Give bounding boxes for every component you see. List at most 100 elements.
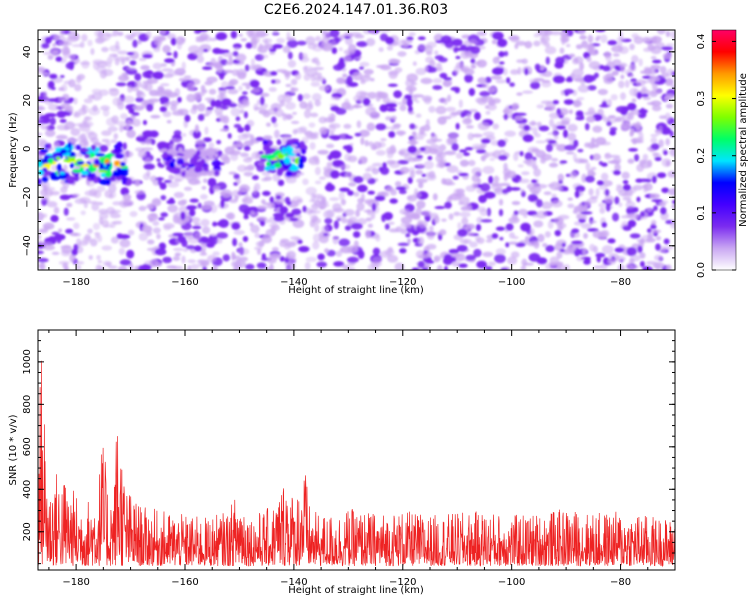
spectrogram-cell	[178, 205, 189, 214]
spectrogram-cell	[606, 258, 617, 265]
spectrogram-cell	[190, 216, 201, 224]
spectrogram-cell	[650, 137, 658, 144]
spectrogram-cell	[115, 82, 127, 87]
spectrogram-cell	[347, 190, 354, 196]
spectrogram-cell	[371, 162, 383, 167]
spectrogram-cell	[499, 182, 511, 187]
spectrogram-cell	[389, 144, 396, 154]
spectrogram-cell	[304, 131, 314, 138]
spectrogram-cell	[597, 88, 608, 96]
spectrogram-cell	[464, 202, 472, 210]
spectrogram-cell	[296, 40, 307, 46]
spectrogram-cell	[53, 35, 60, 39]
spectrogram-cell	[517, 67, 522, 75]
spectrogram-cell	[478, 194, 487, 204]
spectrogram-cell	[105, 117, 118, 127]
spectrogram-cell	[310, 112, 319, 118]
spectrogram-cell	[407, 176, 413, 184]
spectrogram-cell	[426, 173, 437, 181]
spectrogram-cell	[479, 183, 491, 192]
spectrogram-cell	[38, 212, 45, 221]
spectrogram-cell	[193, 222, 201, 226]
spectrogram-cell	[643, 182, 653, 191]
spectrogram-cell	[285, 212, 295, 218]
spectrogram-cell	[491, 67, 504, 75]
spectrogram-cell	[216, 139, 222, 145]
spectrogram-hotspot	[181, 171, 186, 177]
spectrogram-cell	[54, 233, 66, 241]
spectrogram-cell	[137, 265, 144, 270]
x-tick-label: −120	[389, 277, 416, 288]
spectrogram-hotspot	[48, 157, 54, 165]
spectrogram-cell	[523, 124, 531, 131]
spectrogram-cell	[428, 105, 436, 113]
spectrogram-cell	[136, 90, 142, 98]
spectrogram-cell	[242, 97, 249, 106]
y-tick-label: −20	[22, 187, 33, 208]
spectrogram-cell	[481, 81, 489, 89]
spectrogram-cell	[629, 254, 641, 262]
spectrogram-cell	[544, 231, 551, 238]
spectrogram-cell	[243, 157, 253, 163]
spectrogram-cell	[71, 248, 78, 256]
spectrogram-cell	[101, 130, 112, 136]
spectrogram-cell	[575, 44, 583, 50]
spectrogram-cell	[230, 152, 239, 161]
spectrogram-cell	[343, 123, 352, 129]
spectrogram-cell	[643, 66, 651, 71]
spectrogram-cell	[156, 233, 161, 240]
spectrogram-cell	[66, 36, 79, 43]
spectrogram-cell	[321, 30, 327, 35]
snr-y-label: SNR (10 * v/v)	[8, 414, 19, 485]
spectrogram-cell	[656, 172, 667, 179]
spectrogram-cell	[412, 61, 417, 66]
spectrogram-cell	[493, 175, 500, 183]
spectrogram-cell	[107, 126, 118, 132]
spectrogram-cell	[529, 78, 538, 84]
spectrogram-cell	[642, 153, 649, 161]
spectrogram-cell	[245, 263, 255, 270]
spectrogram-cell	[595, 136, 607, 146]
spectrogram-cell	[370, 106, 376, 111]
spectrogram-cell	[446, 165, 459, 173]
spectrogram-cell	[486, 103, 497, 111]
spectrogram-cell	[276, 37, 286, 44]
spectrogram-cell	[406, 36, 414, 41]
spectrogram-cell	[564, 31, 569, 36]
spectrogram-cell	[498, 209, 504, 217]
spectrogram-cell	[535, 140, 547, 144]
spectrogram-cell	[163, 222, 175, 229]
spectrogram-cell	[303, 65, 308, 75]
spectrogram-cell	[79, 41, 85, 48]
spectrogram-cell	[118, 265, 128, 270]
spectrogram-cell	[605, 54, 612, 62]
spectrogram-hotspot	[38, 178, 42, 186]
x-tick-label: −140	[280, 277, 307, 288]
spectrogram-cell	[225, 86, 236, 90]
spectrogram-cell	[92, 222, 101, 231]
spectrogram-cell	[564, 144, 577, 151]
spectrogram-cell	[574, 190, 580, 199]
spectrogram-cell	[627, 219, 637, 228]
spectrogram-cell	[252, 186, 257, 195]
spectrogram-cell	[285, 83, 292, 88]
spectrogram-cell	[637, 245, 643, 253]
spectrogram-cell	[94, 234, 100, 239]
spectrogram-cell	[238, 85, 243, 92]
spectrogram-cell	[96, 185, 106, 192]
spectrogram-cell	[98, 89, 109, 97]
spectrogram-cell	[110, 139, 118, 144]
spectrogram-cell	[584, 175, 595, 183]
spectrogram-cell	[348, 182, 357, 187]
spectrogram-cell	[579, 62, 585, 71]
spectrogram-cell	[112, 30, 119, 37]
spectrogram-cell	[269, 51, 276, 55]
spectrogram-cell	[47, 103, 60, 111]
spectrogram-cell	[672, 199, 675, 205]
spectrogram-cell	[480, 219, 493, 223]
spectrogram-cell	[549, 112, 560, 119]
spectrogram-cell	[232, 238, 238, 247]
spectrogram-cell	[393, 123, 402, 128]
spectrogram-cell	[41, 42, 50, 49]
spectrogram-cell	[511, 102, 518, 111]
